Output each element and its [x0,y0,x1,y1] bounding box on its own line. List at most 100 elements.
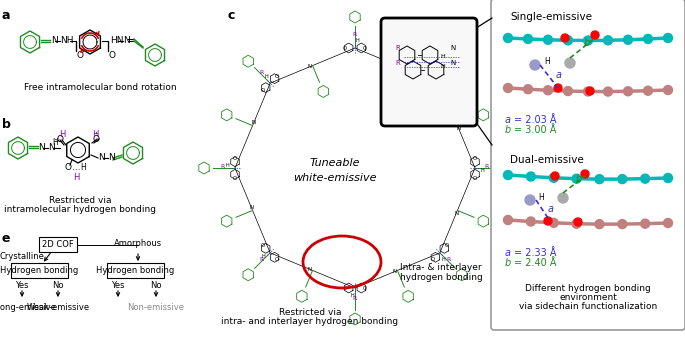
Circle shape [503,84,512,92]
Circle shape [526,172,536,181]
Circle shape [543,86,553,95]
Circle shape [618,220,627,228]
Circle shape [543,35,553,44]
Text: R: R [395,45,400,51]
Text: Hydrogen bonding: Hydrogen bonding [96,266,174,275]
Text: H: H [351,293,355,298]
Text: O: O [109,51,116,60]
Text: intra- and interlayer hydrogen bonding: intra- and interlayer hydrogen bonding [221,317,399,326]
Text: O: O [77,51,84,60]
Text: H: H [92,130,99,139]
Text: b: b [2,118,11,131]
Circle shape [558,193,568,203]
Text: H: H [356,38,359,43]
Text: O: O [363,285,367,290]
Text: N: N [108,153,115,162]
Text: R: R [446,257,451,262]
Circle shape [618,175,627,184]
Circle shape [526,217,536,226]
Text: = 3.00 Å: = 3.00 Å [514,125,556,135]
Text: white-emissive: white-emissive [293,173,377,183]
Text: H: H [264,73,269,79]
Text: N: N [393,269,397,274]
Text: N: N [450,45,456,51]
Text: N: N [398,64,402,69]
Text: O: O [431,257,435,263]
Text: c: c [228,9,236,22]
Circle shape [584,87,593,96]
Text: Intra- & interlayer: Intra- & interlayer [400,264,482,273]
Text: Hydrogen bonding: Hydrogen bonding [0,266,78,275]
Text: O: O [445,243,449,248]
Text: environment: environment [559,293,617,302]
Text: O: O [261,88,265,93]
Circle shape [564,87,573,96]
Circle shape [561,34,569,42]
Text: b: b [505,258,511,268]
Text: Yes: Yes [111,281,125,290]
Text: N: N [456,126,460,131]
Text: R: R [353,296,357,301]
FancyBboxPatch shape [11,263,68,278]
Text: intramolecular hydrogen bonding: intramolecular hydrogen bonding [4,205,156,214]
Text: O: O [473,155,477,160]
Circle shape [643,34,653,43]
Circle shape [525,195,535,205]
Text: R: R [485,163,489,168]
Text: O: O [275,73,279,79]
Circle shape [664,86,673,94]
FancyBboxPatch shape [39,237,77,252]
Text: R: R [221,163,225,168]
Circle shape [549,173,558,182]
Text: O: O [233,176,237,181]
Circle shape [640,174,649,183]
Text: H: H [440,54,445,59]
Text: Tuneable: Tuneable [310,158,360,168]
Text: No: No [150,281,162,290]
Circle shape [523,34,532,43]
Text: Dual-emissive: Dual-emissive [510,155,584,165]
Circle shape [565,58,575,68]
Text: O: O [431,73,435,79]
Text: Strong-emissive: Strong-emissive [0,303,56,312]
Circle shape [595,175,604,184]
Text: Different hydrogen bonding: Different hydrogen bonding [525,284,651,293]
Circle shape [549,218,558,227]
Text: Restricted via: Restricted via [49,196,111,205]
Text: O: O [233,155,237,160]
Text: N: N [308,64,312,69]
Text: O: O [363,45,367,51]
Circle shape [551,172,559,180]
Circle shape [544,217,552,225]
Text: H: H [59,130,65,139]
Circle shape [623,35,632,44]
Circle shape [572,174,581,183]
Text: H: H [538,192,544,202]
Circle shape [554,84,562,92]
Text: N: N [454,211,458,216]
Text: O: O [57,135,64,144]
Text: R: R [260,257,264,262]
Circle shape [640,219,649,228]
Text: R: R [260,70,264,75]
Text: NH: NH [60,36,73,45]
FancyBboxPatch shape [491,0,685,330]
Text: Crystalline: Crystalline [0,252,45,261]
FancyBboxPatch shape [381,18,477,126]
Text: Non-emissive: Non-emissive [127,303,184,312]
Text: N: N [251,120,256,125]
Text: H: H [442,257,445,263]
Text: N: N [38,143,45,152]
Text: a: a [505,248,511,258]
Text: O: O [65,163,72,172]
Text: H: H [52,138,58,147]
Text: hydrogen bonding: hydrogen bonding [400,274,483,282]
Text: O: O [275,257,279,263]
Circle shape [523,85,532,94]
Text: H: H [73,173,79,182]
Text: Amorphous: Amorphous [114,240,162,248]
Text: HN: HN [110,36,123,45]
Text: a: a [556,70,562,80]
Text: O: O [473,176,477,181]
Text: d: d [492,5,501,18]
